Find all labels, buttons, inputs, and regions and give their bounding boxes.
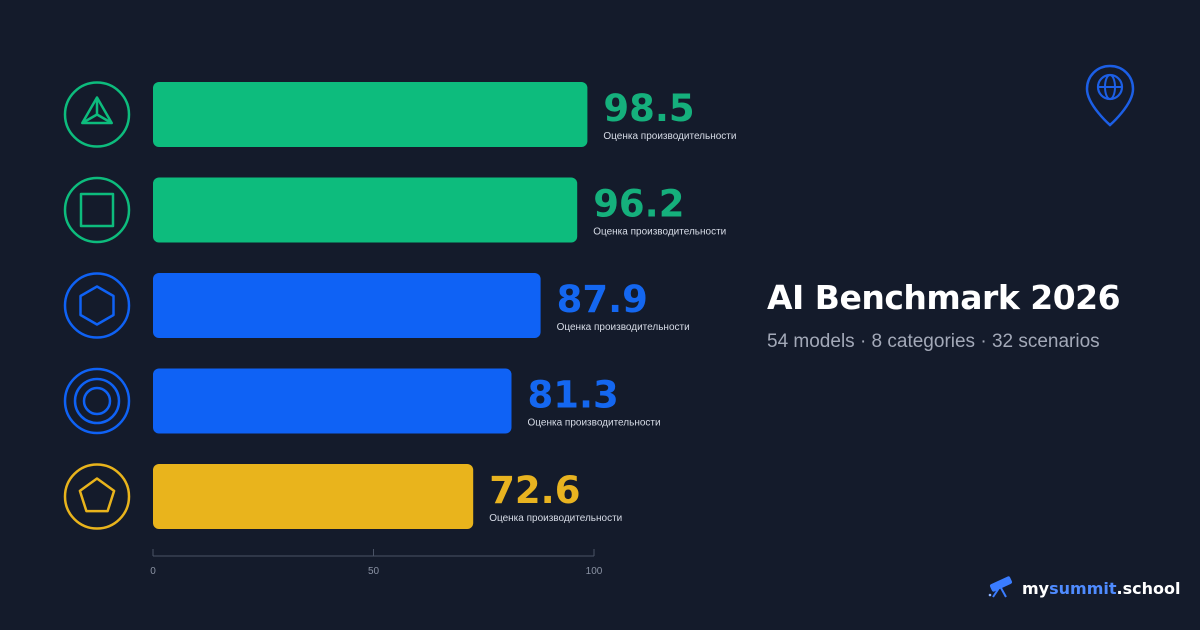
bar-caption: Оценка производительности	[603, 131, 736, 142]
brand-logo[interactable]: mysummit.school	[986, 574, 1180, 603]
title-block: AI Benchmark 2026 54 models · 8 categori…	[767, 278, 1121, 353]
bar-caption: Оценка производительности	[528, 418, 661, 429]
square-icon	[63, 176, 131, 244]
bar	[153, 177, 578, 243]
logo-text: mysummit.school	[1022, 579, 1181, 598]
x-tick-label: 0	[150, 566, 156, 577]
telescope-icon	[986, 574, 1016, 603]
bar-caption: Оценка производительности	[489, 513, 622, 524]
bar-value-label: 96.2	[593, 183, 684, 226]
chart-subtitle: 54 models · 8 categories · 32 scenarios	[767, 331, 1100, 352]
x-tick-label: 100	[586, 566, 603, 577]
triangle-icon	[63, 81, 131, 148]
chart-title: AI Benchmark 2026	[767, 278, 1121, 317]
bar	[153, 273, 541, 338]
hexagon-icon	[63, 272, 131, 339]
bar	[153, 368, 512, 434]
bar-caption: Оценка производительности	[593, 227, 726, 238]
bar	[153, 82, 588, 147]
bar-value-label: 72.6	[489, 469, 580, 512]
x-tick-label: 50	[368, 566, 380, 577]
bar-caption: Оценка производительности	[557, 322, 690, 333]
concentric-circles-icon	[63, 367, 131, 435]
pentagon-icon	[63, 463, 131, 530]
bar	[153, 464, 474, 529]
bar-value-label: 87.9	[557, 278, 648, 321]
globe-pin-icon	[1082, 62, 1138, 135]
bar-value-label: 81.3	[528, 374, 619, 417]
bar-value-label: 98.5	[603, 87, 694, 130]
